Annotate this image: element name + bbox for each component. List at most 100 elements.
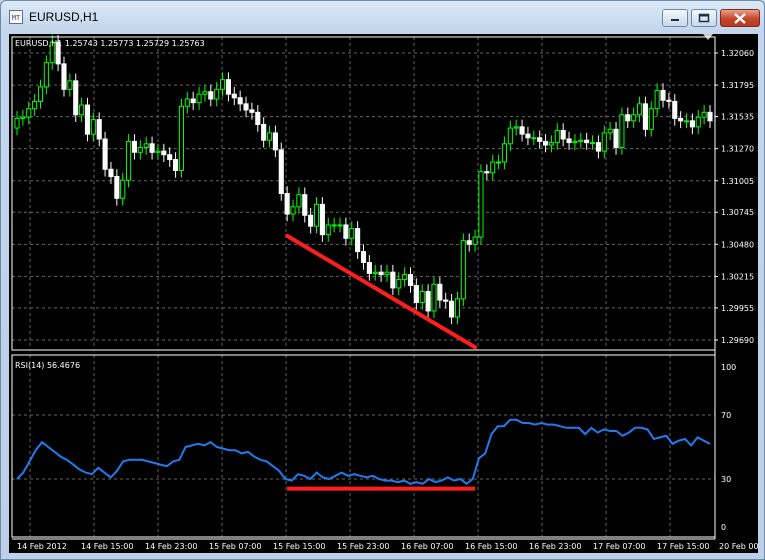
candle-body [308,214,314,227]
rsi-tick-label: 30 [721,475,731,484]
price-tick-label: 1.31005 [721,177,754,186]
candle-body [302,194,308,216]
candle-body [255,111,261,125]
price-tick-label: 1.31535 [721,113,754,122]
candle-body [190,98,196,104]
candle-body [131,140,138,153]
candle-body [126,140,132,181]
candle-body [84,104,91,135]
candle-body [707,111,713,122]
candle-body [384,271,390,276]
candle-body [290,206,296,215]
candle-body [537,137,543,142]
candle-body [120,179,126,199]
candle-body [208,91,214,100]
window-title: EURUSD,H1 [29,10,99,24]
x-tick-label: 17 Feb 07:00 [593,542,645,551]
candle-body [419,291,425,303]
candle-body [513,126,519,129]
close-button[interactable] [720,9,760,27]
candle-body [672,100,678,119]
candle-body [366,261,372,274]
candle-body [225,79,231,95]
candle-body [214,88,220,100]
axes: 14 Feb 2012 14 Feb 15:00 14 Feb 23:00 15 Fe… [11,36,758,551]
candle-body [613,128,619,148]
candle-body [32,100,38,110]
axis-lines [12,37,716,540]
candle-body [231,93,237,99]
x-tick-label: 17 Feb 15:00 [657,542,709,551]
candle-body [296,194,302,208]
x-tick-label: 16 Feb 15:00 [465,542,517,551]
x-tick-label: 14 Feb 2012 [17,542,67,551]
candle-body [378,271,384,276]
candle-body [589,142,596,145]
candle-body [143,143,149,148]
x-tick-label: 15 Feb 15:00 [273,542,325,551]
chart-window-icon: MT [9,10,23,24]
candle-body [466,240,472,245]
x-tick-label: 20 Feb 00 [719,542,758,551]
candle-body [202,91,208,95]
candle-body [349,228,355,239]
maximize-button[interactable] [691,9,717,27]
candle-body [595,142,601,152]
candle-body [167,154,173,161]
candle-body [149,143,155,153]
price-tick-label: 1.31270 [721,145,754,154]
candle-body [390,271,396,289]
candle-body [73,80,79,116]
candle-body [90,119,96,135]
candle-body [460,240,466,300]
candle-body [402,274,408,280]
candle-body [278,149,284,194]
candle-body [61,63,67,90]
candle-body [478,171,484,238]
candle-body [484,171,490,174]
x-tick-label: 16 Feb 23:00 [529,542,581,551]
candle-body [331,224,337,227]
minimize-button[interactable] [662,9,688,27]
candle-body [243,103,249,111]
candle-body [272,132,278,151]
rsi-tick-label: 100 [721,363,736,372]
title-bar[interactable]: MT EURUSD,H1 [1,1,764,35]
candle-body [155,150,161,153]
candle-body [413,285,419,303]
price-tick-label: 1.30480 [721,240,754,249]
candle-body [642,103,648,130]
candle-body [325,224,331,236]
price-tick-label: 1.30745 [721,208,754,217]
candle-body [501,143,508,163]
candle-body [572,140,578,144]
annotations [285,34,713,491]
grid [12,37,715,537]
candle-body [49,41,55,64]
x-tick-label: 16 Feb 07:00 [401,542,453,551]
candle-body [425,291,431,312]
candle-body [407,274,414,287]
candle-body [525,133,531,139]
candle-body [173,159,179,171]
candle-body [472,236,478,245]
candle-body [313,203,320,227]
candle-body [449,300,455,318]
candle-body [396,278,402,289]
candle-body [43,62,49,88]
candle-body [507,127,513,145]
candle-body [631,114,637,122]
rsi-pane-frame [11,354,716,538]
candle-body [137,146,143,153]
candle-body [601,132,607,152]
candle-body [67,80,73,90]
candle-body [548,142,554,146]
candle-body [584,139,590,144]
rsi-header: RSI(14) 56.4676 [15,361,80,370]
chart-area[interactable]: 14 Feb 2012 14 Feb 15:00 14 Feb 23:00 15 Fe… [9,34,758,553]
x-tick-label: 14 Feb 23:00 [145,542,197,551]
candle-body [360,251,367,263]
candle-body [701,111,707,118]
candle-body [554,130,560,144]
